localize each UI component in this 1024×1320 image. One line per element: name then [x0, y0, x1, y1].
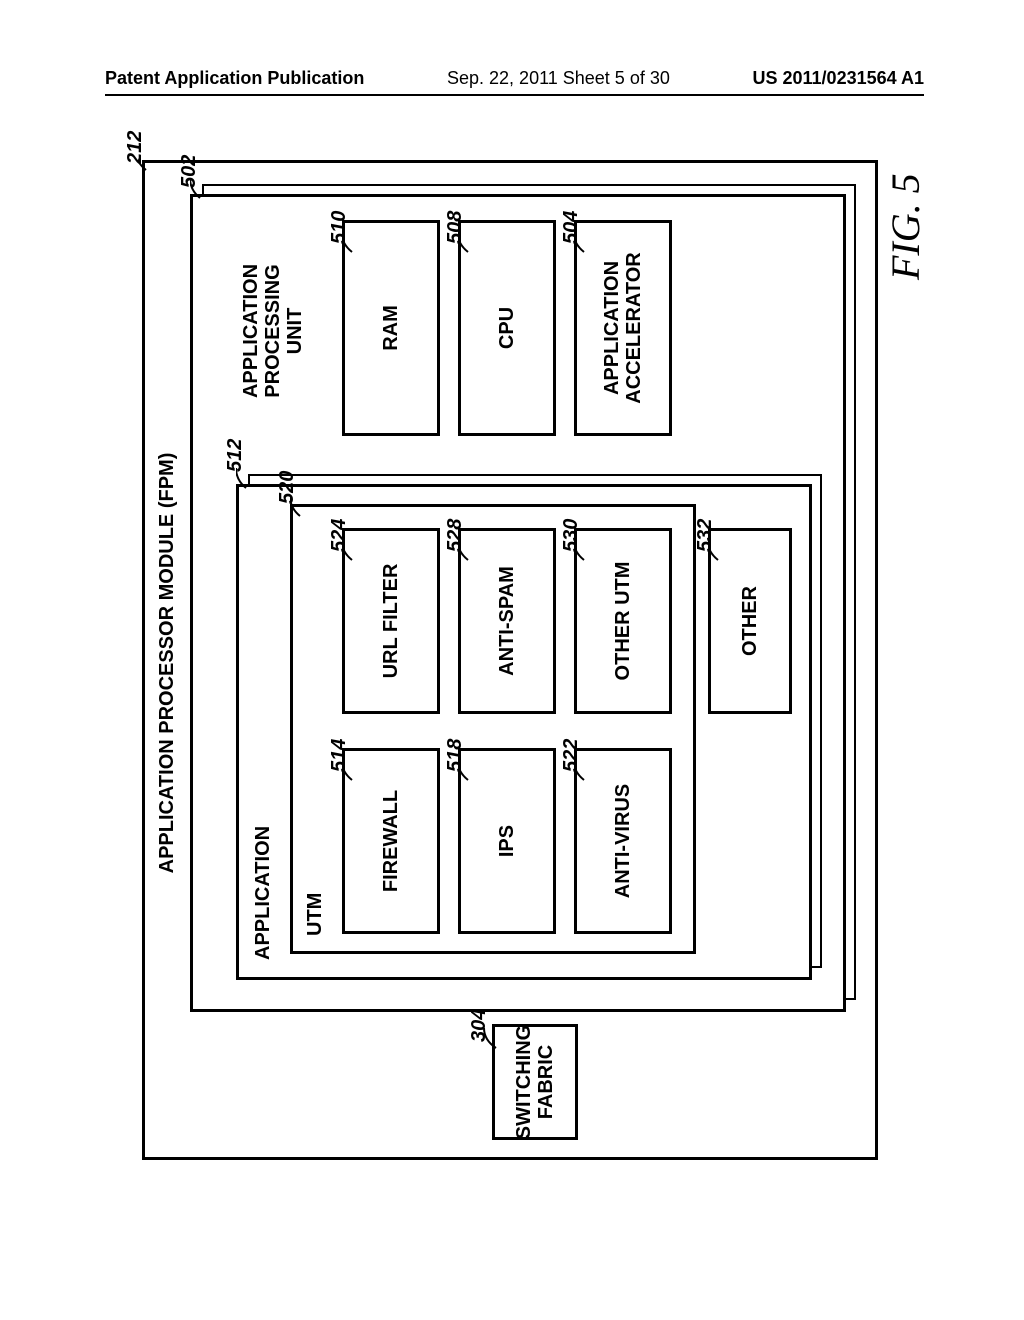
utm-ips-ref-leader: [458, 756, 474, 784]
app-card-ref-leader: [236, 462, 254, 492]
utm-firewall-ref-leader: [342, 756, 358, 784]
fpm-ref-leader: [138, 142, 158, 176]
diagram-wrap: APPLICATION PROCESSOR MODULE (FPM) 212 5…: [512, 660, 513, 661]
page-header: Patent Application Publication Sep. 22, …: [105, 68, 924, 89]
utm-urlfilter-ref-leader: [342, 536, 358, 564]
figure-caption: FIG. 5: [882, 173, 929, 280]
diagram: APPLICATION PROCESSOR MODULE (FPM) 212 5…: [142, 160, 882, 1160]
apu-accel-label: APPLICATION ACCELERATOR: [601, 252, 645, 403]
utm-title: UTM: [304, 893, 326, 936]
utm-urlfilter-label: URL FILTER: [380, 564, 402, 679]
other-ref-leader: [708, 536, 724, 564]
other-label: OTHER: [739, 586, 761, 656]
apu-accel-ref-leader: [574, 228, 590, 256]
header-left: Patent Application Publication: [105, 68, 364, 89]
switching-fabric-ref-leader: [482, 1024, 502, 1052]
utm-antispam-ref-leader: [458, 536, 474, 564]
utm-antivirus-label: ANTI-VIRUS: [612, 784, 634, 898]
page: Patent Application Publication Sep. 22, …: [0, 0, 1024, 1320]
utm-otherutm-ref-leader: [574, 536, 590, 564]
fpm-title: APPLICATION PROCESSOR MODULE (FPM): [156, 176, 178, 1150]
apu-ram-ref-leader: [342, 228, 358, 256]
header-right: US 2011/0231564 A1: [753, 68, 924, 89]
header-rule: [105, 94, 924, 96]
apu-title: APPLICATION PROCESSING UNIT: [240, 226, 306, 436]
utm-antispam-label: ANTI-SPAM: [496, 566, 518, 676]
apu-cpu-label: CPU: [496, 307, 518, 349]
apu-cpu-ref-leader: [458, 228, 474, 256]
utm-otherutm-label: OTHER UTM: [612, 562, 634, 681]
switching-fabric-label: SWITCHING FABRIC: [513, 1025, 557, 1139]
inner-card-ref-leader: [190, 172, 208, 202]
apu-ram-label: RAM: [380, 305, 402, 351]
utm-antivirus-ref-leader: [574, 756, 590, 784]
utm-ips-label: IPS: [496, 825, 518, 857]
utm-firewall-label: FIREWALL: [380, 790, 402, 892]
utm-ref-leader: [290, 490, 308, 520]
header-center: Sep. 22, 2011 Sheet 5 of 30: [447, 68, 670, 89]
switching-fabric-box: SWITCHING FABRIC: [492, 1024, 578, 1140]
app-card-title: APPLICATION: [252, 826, 274, 960]
